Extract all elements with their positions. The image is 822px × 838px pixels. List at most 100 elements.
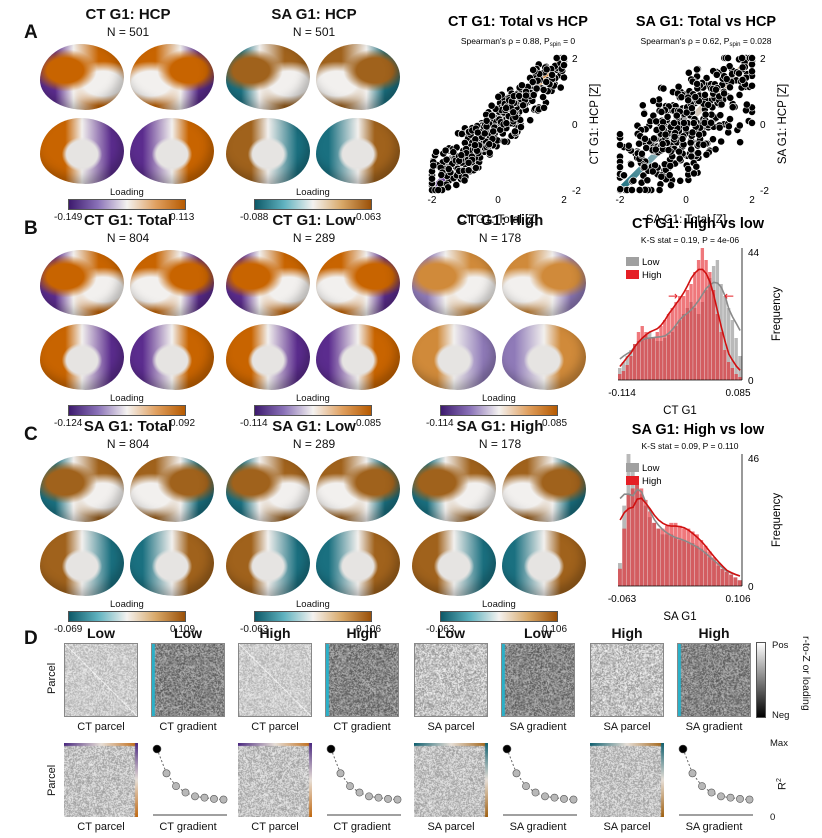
colorbar-title: Loading <box>296 393 330 404</box>
high-bar <box>737 580 742 586</box>
data-point <box>712 85 720 94</box>
data-point <box>511 127 519 136</box>
data-point <box>675 147 683 156</box>
high-bar <box>663 320 667 380</box>
low-density-curve <box>619 488 741 577</box>
data-point <box>560 73 568 82</box>
high-bar <box>630 488 635 586</box>
data-point <box>641 134 649 143</box>
data-point <box>457 151 466 160</box>
data-point <box>694 149 703 157</box>
data-point <box>689 119 698 127</box>
data-point <box>442 155 451 164</box>
histogram-title: CT G1: High vs low <box>632 216 765 232</box>
data-point <box>717 100 726 109</box>
data-point <box>487 101 496 110</box>
x-axis-label: SA G1 <box>663 611 696 623</box>
r2-point <box>745 795 754 804</box>
data-point <box>693 80 701 88</box>
y-tick-label: -2 <box>572 186 581 197</box>
data-point <box>701 91 709 99</box>
high-bar <box>626 494 631 586</box>
r2-point <box>678 744 688 754</box>
histogram-sa-high-vs-low: SA G1: High vs low K-S stat = 0.09, P = 0… <box>608 422 783 623</box>
data-point <box>502 119 511 128</box>
lateral-brain-surface-right <box>130 44 214 110</box>
r2-point <box>726 793 735 802</box>
x-min-label: -0.114 <box>608 388 636 399</box>
data-point <box>471 141 479 150</box>
sorted-parcel-matrix <box>590 743 664 817</box>
data-point <box>658 140 667 148</box>
data-point <box>674 82 683 91</box>
lateral-brain-surface-left <box>226 250 310 316</box>
data-point <box>748 54 756 62</box>
data-point <box>539 93 547 101</box>
matrix-column-title: Low <box>174 625 202 641</box>
medial-brain-surface-left <box>40 118 124 184</box>
colorbar-min-label: -0.063 <box>240 624 269 635</box>
high-bar <box>690 531 695 586</box>
histogram-statistic: K-S stat = 0.19, P = 4e-06 <box>641 235 739 245</box>
data-point <box>649 96 658 105</box>
y-max-label: 46 <box>748 454 760 465</box>
high-bar <box>655 332 659 380</box>
high-bar <box>720 568 725 586</box>
data-point <box>650 134 658 143</box>
data-point <box>642 144 651 152</box>
data-point <box>488 111 497 120</box>
high-bar <box>693 272 697 380</box>
medial-brain-surface-left <box>40 324 124 390</box>
data-point <box>616 163 624 171</box>
parcel-correlation-matrix <box>414 643 488 717</box>
high-bar <box>644 332 648 380</box>
data-point <box>711 145 720 154</box>
map-title: CT G1: High <box>456 212 544 229</box>
data-point <box>635 186 644 194</box>
r2-gradient-decay-plot <box>152 744 228 816</box>
matrix-column-title: Low <box>437 625 465 641</box>
data-point <box>684 96 693 105</box>
arrow-left-icon: ← <box>724 289 734 303</box>
matrix-caption: SA gradient <box>685 721 743 733</box>
data-point <box>542 78 551 86</box>
high-bar <box>682 528 687 586</box>
r2-point <box>569 795 578 804</box>
colorbar-title: r-to-Z or loading <box>800 636 812 711</box>
data-point <box>687 145 696 154</box>
colorbar-title: Loading <box>110 393 144 404</box>
data-point <box>726 83 734 92</box>
high-bar <box>699 540 704 586</box>
high-bar <box>678 296 682 380</box>
x-tick-label: 0 <box>683 195 689 206</box>
x-tick-label: 2 <box>749 195 755 206</box>
y-axis-label: Frequency <box>771 493 783 548</box>
map-title: SA G1: High <box>456 418 544 435</box>
lateral-brain-surface-right <box>130 456 214 522</box>
legend-high-swatch <box>626 270 639 279</box>
loading-colorbar <box>254 405 372 416</box>
data-point <box>517 81 526 90</box>
medial-brain-surface-right <box>502 530 586 596</box>
data-point <box>515 92 524 100</box>
high-bar <box>685 290 689 380</box>
data-point <box>452 181 461 189</box>
sorted-parcel-matrix <box>64 743 138 817</box>
medial-brain-surface-left <box>412 324 496 390</box>
lateral-brain-surface-right <box>502 456 586 522</box>
data-point <box>480 129 489 138</box>
data-point <box>684 164 693 173</box>
x-axis-label: CT G1: Total [Z] <box>458 214 539 226</box>
data-point <box>667 181 675 190</box>
high-density-curve <box>619 268 741 371</box>
data-point <box>464 158 473 167</box>
y-tick-label: 0 <box>760 120 766 131</box>
data-point <box>724 54 732 62</box>
data-point <box>702 150 711 159</box>
data-point <box>620 171 628 180</box>
high-bar <box>665 525 669 586</box>
data-point <box>680 119 688 127</box>
data-point <box>693 65 701 74</box>
colorbar-max-label: 0.109 <box>170 624 196 635</box>
data-point <box>663 112 672 121</box>
